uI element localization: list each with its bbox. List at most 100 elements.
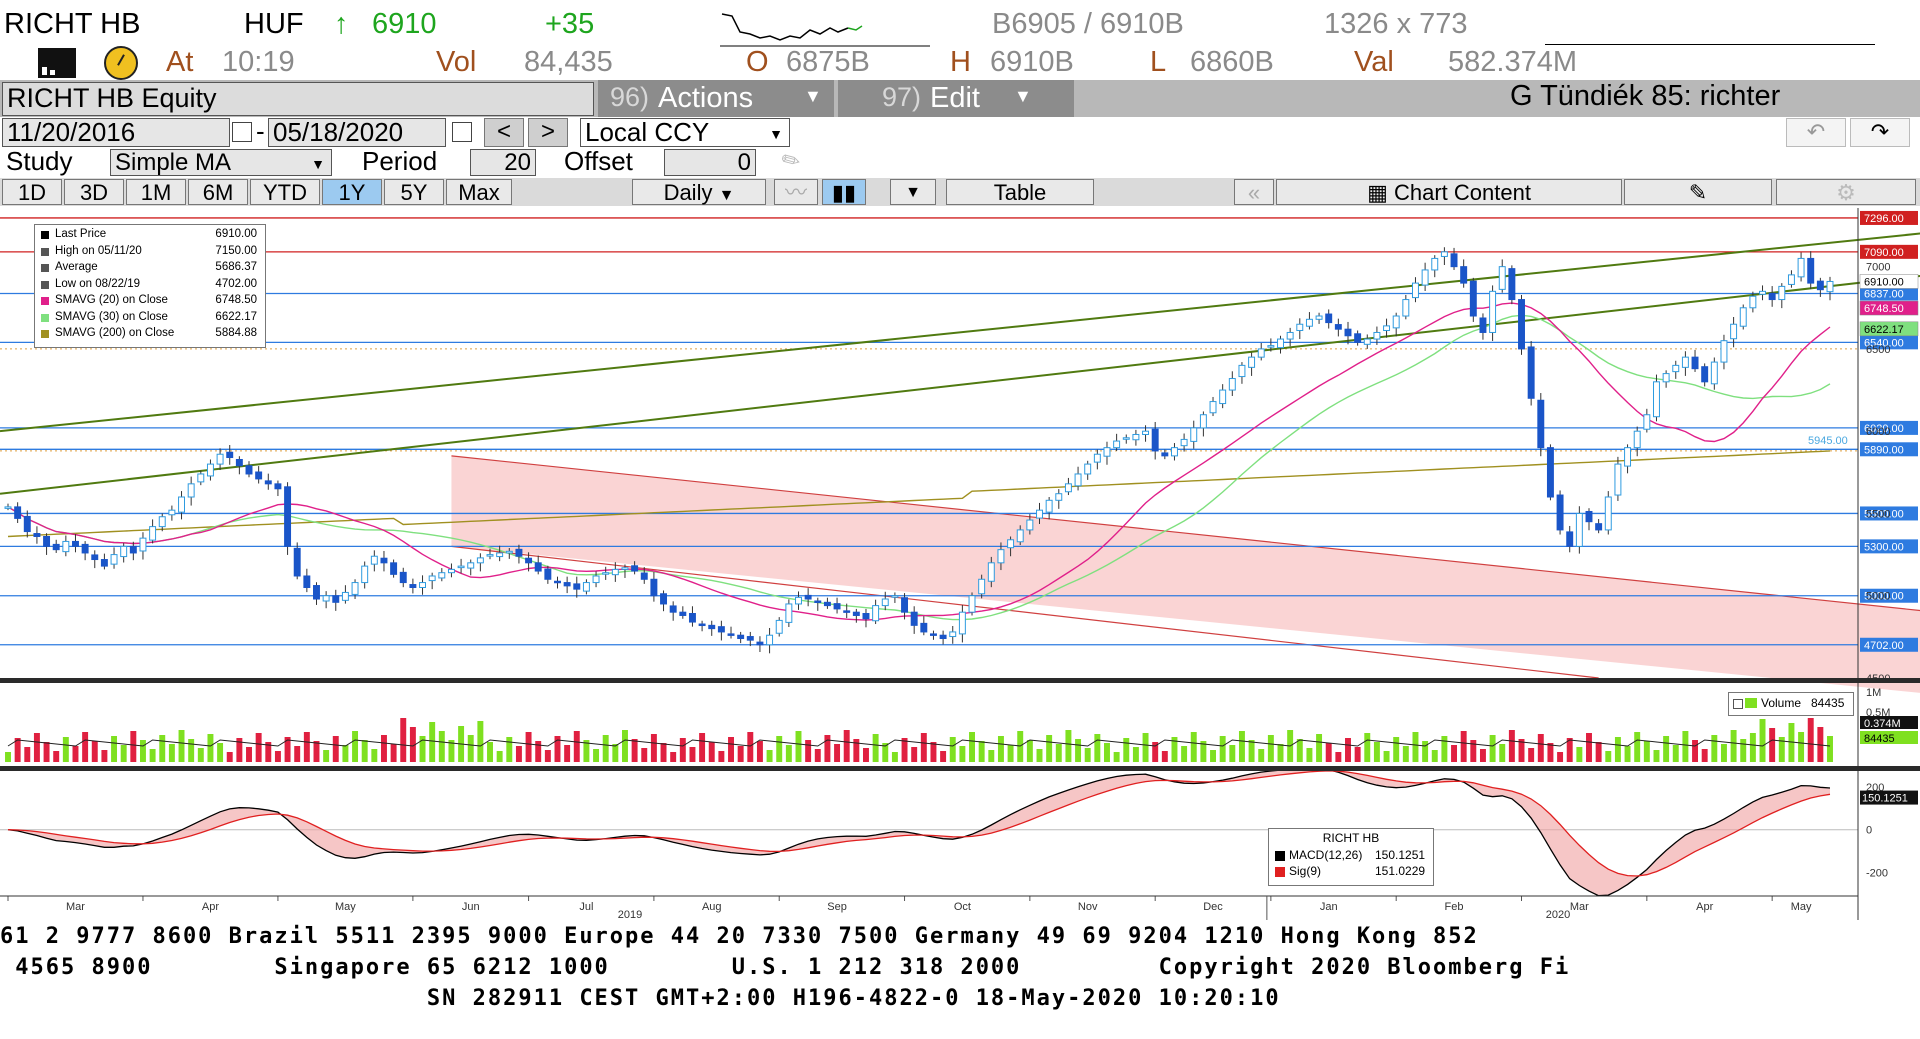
candle [554, 580, 561, 584]
pencil-icon[interactable]: ✎ [776, 145, 806, 177]
volume-bar [612, 744, 619, 762]
end-date-field[interactable]: 05/18/2020 [268, 118, 446, 147]
table-button[interactable]: Table [946, 179, 1094, 205]
volume-badge-label: 84435 [1864, 733, 1895, 745]
volume-bar [1720, 744, 1727, 762]
volume-bar [1566, 738, 1573, 762]
chart-content-button[interactable]: ▦ Chart Content [1276, 179, 1622, 205]
volume-bar [1547, 743, 1554, 762]
undo-icon[interactable]: ↶ [1786, 118, 1846, 147]
volume-bar [1807, 718, 1814, 762]
candle [1132, 433, 1140, 441]
range-button-1y[interactable]: 1Y [322, 179, 382, 205]
volume-tick-label: 1M [1866, 687, 1881, 699]
chevron-down-icon: ▼ [1014, 86, 1032, 106]
low-label: L [1150, 46, 1167, 78]
volume-bar [1624, 746, 1631, 762]
level-badge-label: 5000.00 [1864, 591, 1904, 603]
macd-badge [1860, 790, 1918, 805]
volume-legend-label: Volume [1761, 696, 1802, 710]
volume-bar [1152, 742, 1159, 762]
candle [997, 549, 1005, 564]
line-chart-icon[interactable]: 〰 [774, 179, 818, 205]
candle [814, 600, 822, 603]
offset-input[interactable]: 0 [664, 149, 756, 176]
currency-select[interactable]: Local CCY ▼ [580, 118, 790, 147]
candle [688, 613, 696, 623]
candle [1585, 510, 1593, 523]
volume-bar [814, 749, 821, 762]
security-field[interactable]: RICHT HB Equity [2, 82, 594, 116]
candle [1180, 438, 1188, 447]
x-tick-label: Oct [954, 901, 971, 913]
trend-line [0, 274, 1920, 495]
candle [1093, 453, 1101, 463]
range-button-max[interactable]: Max [446, 179, 512, 205]
speedometer-icon[interactable] [104, 46, 138, 80]
value-traded: 582.374M [1448, 46, 1577, 78]
volume-bar [371, 749, 378, 762]
range-button-5y[interactable]: 5Y [384, 179, 444, 205]
volume-bar [1065, 730, 1072, 762]
legend-label: SMAVG (200) on Close [55, 327, 175, 339]
y-tick-label: 5500 [1866, 508, 1890, 520]
panel-separator [0, 766, 1920, 771]
study-select[interactable]: Simple MA ▼ [110, 149, 332, 176]
actions-menu[interactable]: 96) Actions ▼ [598, 80, 834, 117]
calendar-icon[interactable] [232, 122, 252, 142]
volume-bar [1335, 752, 1342, 762]
legend-label: SMAVG (30) on Close [55, 310, 168, 323]
candle [120, 545, 128, 558]
candle [322, 595, 330, 602]
collapse-icon[interactable]: « [1234, 179, 1274, 205]
calendar-icon[interactable] [452, 122, 472, 142]
volume-bar [631, 739, 638, 762]
prev-period-button[interactable]: < [484, 118, 524, 147]
candle [602, 572, 610, 575]
candle [1277, 338, 1284, 349]
legend-row: Average 5686.37 [35, 261, 263, 277]
volume-bar [670, 752, 677, 762]
period-input[interactable]: 20 [470, 149, 536, 176]
candle-chart-icon[interactable]: ▮▮ [822, 179, 866, 205]
candle [1710, 361, 1718, 385]
candle [582, 582, 590, 592]
candle [1190, 427, 1198, 442]
chart-content-label: Chart Content [1393, 180, 1531, 205]
volume-bar [1084, 748, 1091, 762]
candle [100, 559, 108, 567]
frequency-select[interactable]: Daily ▼ [632, 179, 766, 205]
candle [255, 471, 263, 480]
range-button-1m[interactable]: 1M [126, 179, 186, 205]
end-date-value: 05/18/2020 [273, 117, 404, 147]
next-period-button[interactable]: > [528, 118, 568, 147]
level-badge-label: 5300.00 [1864, 541, 1904, 553]
gear-icon[interactable]: ⚙ [1776, 179, 1916, 205]
level-badge-label: 7090.00 [1864, 247, 1904, 259]
edit-menu[interactable]: 97) Edit ▼ [838, 80, 1074, 117]
range-button-3d[interactable]: 3D [64, 179, 124, 205]
candle [91, 554, 99, 561]
redo-icon[interactable]: ↷ [1850, 118, 1910, 147]
candle [669, 605, 677, 613]
range-button-6m[interactable]: 6M [188, 179, 248, 205]
candle [303, 575, 311, 589]
level-badge-label: 7296.00 [1864, 213, 1904, 225]
annotate-icon[interactable]: ✎ [1624, 179, 1772, 205]
chevron-down-icon[interactable]: ▼ [890, 179, 936, 205]
x-tick-label: Jan [1320, 901, 1338, 913]
price-chart[interactable]: 5945.00 7296.00 7090.00 6837.00 6540.00 6020… [0, 208, 1920, 920]
candle [901, 597, 909, 613]
price-badge [1859, 321, 1919, 337]
range-button-1d[interactable]: 1D [2, 179, 62, 205]
volume-bar [785, 745, 792, 762]
legend-row: Low on 08/22/19 4702.00 [35, 278, 263, 294]
candle [1402, 299, 1410, 317]
volume-bar [1682, 731, 1689, 762]
start-date-field[interactable]: 11/20/2016 [2, 118, 230, 147]
candle [1508, 268, 1516, 301]
x-tick-label: Jul [579, 901, 593, 913]
candle [737, 634, 745, 640]
range-button-ytd[interactable]: YTD [250, 179, 320, 205]
volume-bar [1402, 746, 1409, 762]
